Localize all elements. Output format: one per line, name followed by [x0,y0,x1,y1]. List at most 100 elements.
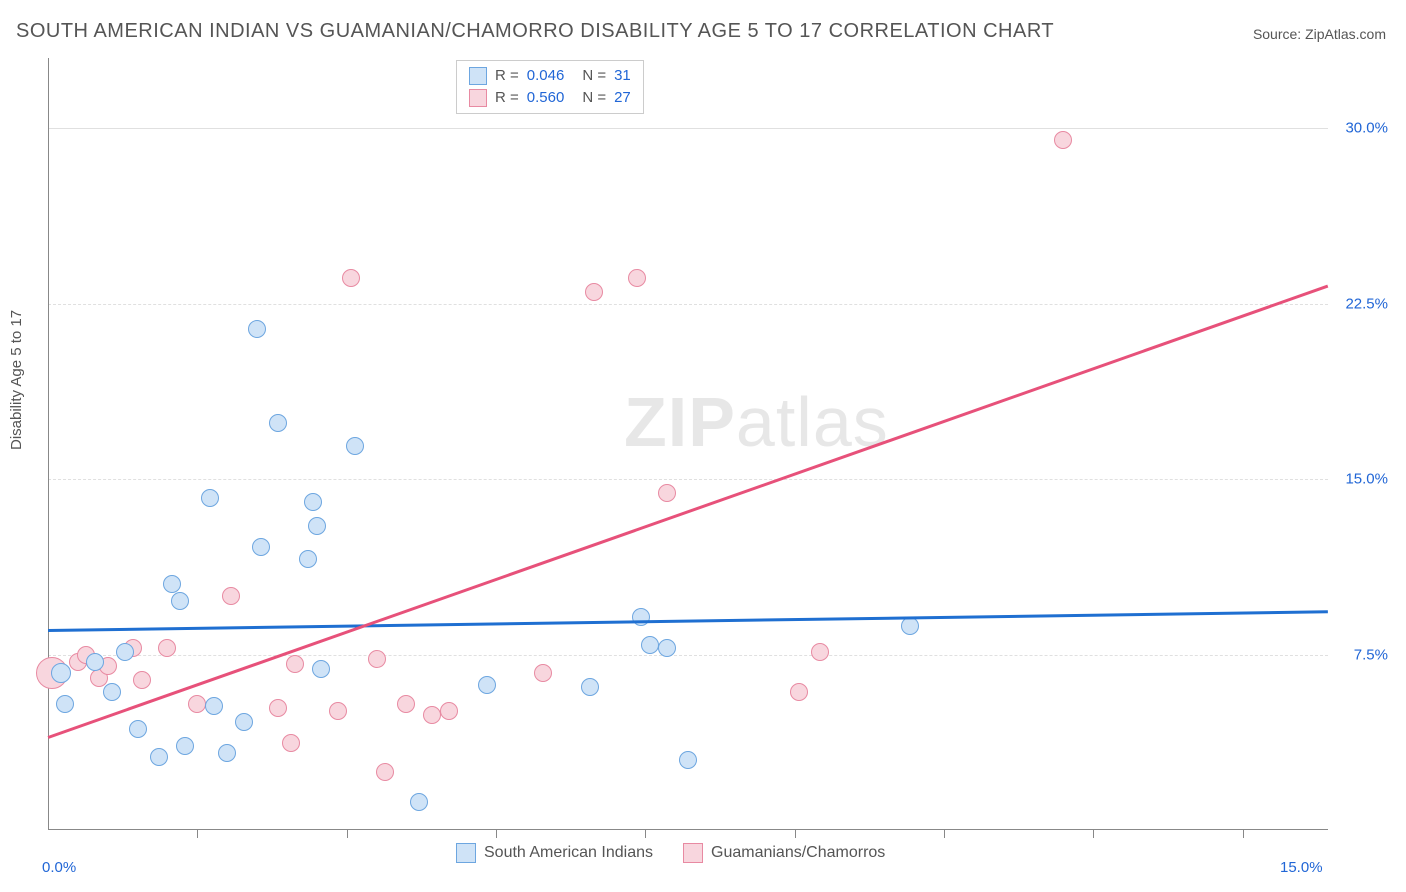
gridline [48,304,1328,305]
data-point [282,734,300,752]
legend-n-label: N = [582,87,606,109]
source-label: Source: ZipAtlas.com [1253,26,1386,42]
legend-series-item: Guamanians/Chamorros [683,843,885,863]
data-point [376,763,394,781]
data-point [658,639,676,657]
data-point [790,683,808,701]
legend-row: R = 0.560 N = 27 [469,87,631,109]
legend-series-item: South American Indians [456,843,653,863]
x-tick-label: 0.0% [42,859,76,876]
data-point [248,320,266,338]
chart-title: SOUTH AMERICAN INDIAN VS GUAMANIAN/CHAMO… [16,20,1054,43]
data-point [478,676,496,694]
data-point [116,643,134,661]
data-point [585,283,603,301]
data-point [269,414,287,432]
legend-row: R = 0.046 N = 31 [469,65,631,87]
data-point [133,671,151,689]
data-point [150,748,168,766]
data-point [269,699,287,717]
data-point [534,664,552,682]
legend-r-value: 0.046 [527,65,565,87]
data-point [163,575,181,593]
data-point [901,617,919,635]
x-tick [347,830,348,838]
data-point [86,653,104,671]
legend-swatch [469,89,487,107]
y-tick-label: 30.0% [1345,120,1388,137]
data-point [201,489,219,507]
data-point [658,484,676,502]
legend-swatch [456,843,476,863]
x-tick [197,830,198,838]
data-point [423,706,441,724]
data-point [410,793,428,811]
data-point [56,695,74,713]
trend-line [48,285,1329,739]
data-point [299,550,317,568]
data-point [811,643,829,661]
data-point [286,655,304,673]
data-point [222,587,240,605]
legend-n-value: 27 [614,87,631,109]
data-point [158,639,176,657]
data-point [397,695,415,713]
data-point [368,650,386,668]
data-point [205,697,223,715]
data-point [304,493,322,511]
x-tick [944,830,945,838]
gridline [48,128,1328,129]
data-point [218,744,236,762]
legend-swatch [683,843,703,863]
y-tick-label: 15.0% [1345,471,1388,488]
legend-n-label: N = [582,65,606,87]
x-tick-label: 15.0% [1280,859,1323,876]
x-tick [645,830,646,838]
data-point [329,702,347,720]
data-point [103,683,121,701]
chart-container: SOUTH AMERICAN INDIAN VS GUAMANIAN/CHAMO… [0,0,1406,892]
x-tick [1093,830,1094,838]
data-point [628,269,646,287]
data-point [632,608,650,626]
gridline [48,655,1328,656]
data-point [581,678,599,696]
watermark: ZIPatlas [624,382,889,462]
data-point [129,720,147,738]
data-point [1054,131,1072,149]
legend-r-label: R = [495,65,519,87]
x-tick [496,830,497,838]
legend-series-label: South American Indians [484,844,653,861]
data-point [679,751,697,769]
legend-correlation: R = 0.046 N = 31 R = 0.560 N = 27 [456,60,644,114]
data-point [308,517,326,535]
data-point [440,702,458,720]
legend-r-value: 0.560 [527,87,565,109]
data-point [188,695,206,713]
x-tick [1243,830,1244,838]
legend-swatch [469,67,487,85]
y-axis-line [48,58,49,830]
legend-n-value: 31 [614,65,631,87]
y-tick-label: 7.5% [1354,646,1388,663]
legend-r-label: R = [495,87,519,109]
data-point [346,437,364,455]
data-point [312,660,330,678]
x-axis-line [48,829,1328,830]
data-point [342,269,360,287]
watermark-bold: ZIP [624,383,736,461]
gridline [48,479,1328,480]
data-point [176,737,194,755]
legend-series: South American Indians Guamanians/Chamorr… [456,843,885,863]
y-axis-title: Disability Age 5 to 17 [8,310,25,450]
data-point [51,663,71,683]
y-tick-label: 22.5% [1345,295,1388,312]
legend-series-label: Guamanians/Chamorros [711,844,885,861]
data-point [252,538,270,556]
trend-line [48,610,1328,631]
data-point [641,636,659,654]
plot-area: ZIPatlas 7.5%15.0%22.5%30.0%0.0%15.0% [48,58,1328,830]
data-point [171,592,189,610]
data-point [235,713,253,731]
x-tick [795,830,796,838]
